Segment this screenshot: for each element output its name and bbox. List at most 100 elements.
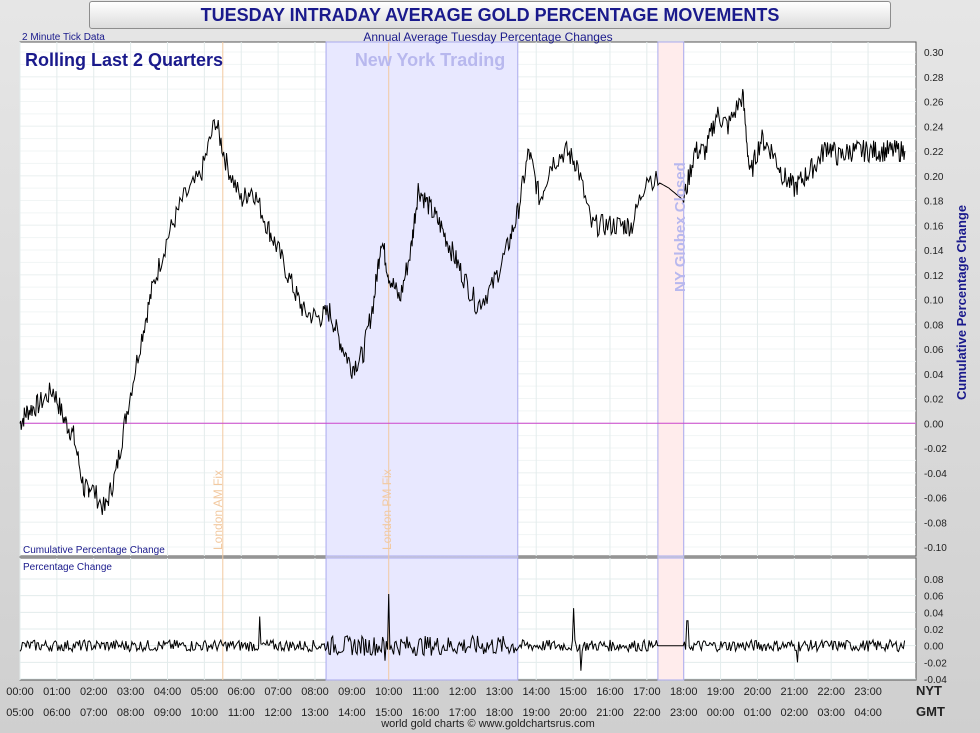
cumulative-line: [19, 89, 906, 515]
tz-bottom: GMT: [916, 704, 945, 719]
session-label: New York Trading: [355, 50, 505, 70]
y-tick-label: -0.06: [924, 494, 947, 505]
x-tick-gmt: 20:00: [559, 707, 587, 719]
x-tick-nyt: 12:00: [449, 686, 477, 698]
y-tick-label-lower: 0.04: [924, 608, 944, 619]
x-tick-gmt: 19:00: [522, 707, 550, 719]
upper-panel-label: Cumulative Percentage Change: [23, 545, 165, 556]
x-tick-gmt: 15:00: [375, 707, 403, 719]
y-tick-label-lower: -0.04: [924, 675, 947, 686]
title-bar: TUESDAY INTRADAY AVERAGE GOLD PERCENTAGE…: [0, 0, 980, 30]
y-tick-label: -0.08: [924, 518, 947, 529]
highlight-bands: [222, 41, 685, 681]
x-tick-gmt: 10:00: [191, 707, 219, 719]
y-tick-label: 0.16: [924, 221, 944, 232]
x-tick-nyt: 08:00: [301, 686, 329, 698]
y-tick-label: 0.30: [924, 48, 944, 59]
x-tick-nyt: 13:00: [486, 686, 514, 698]
y-tick-label: 0.14: [924, 246, 944, 257]
y-tick-label: 0.24: [924, 122, 944, 133]
period-label: Rolling Last 2 Quarters: [25, 50, 223, 70]
x-tick-gmt: 09:00: [154, 707, 182, 719]
y-tick-label-lower: 0.06: [924, 592, 944, 603]
chart-title: TUESDAY INTRADAY AVERAGE GOLD PERCENTAGE…: [89, 1, 891, 29]
x-tick-nyt: 15:00: [559, 686, 587, 698]
y-tick-label-lower: -0.02: [924, 658, 947, 669]
x-tick-gmt: 17:00: [449, 707, 477, 719]
x-tick-nyt: 09:00: [338, 686, 366, 698]
tick-note: 2 Minute Tick Data: [22, 32, 105, 43]
y-tick-label-lower: 0.02: [924, 625, 944, 636]
y-tick-label: 0.04: [924, 370, 944, 381]
y-axis-title: Cumulative Percentage Change: [954, 205, 969, 400]
closed-band: [657, 41, 685, 557]
y-tick-label: 0.02: [924, 395, 944, 406]
x-tick-nyt: 11:00: [412, 686, 439, 698]
y-tick-label: 0.18: [924, 197, 944, 208]
x-tick-gmt: 13:00: [301, 707, 329, 719]
x-tick-nyt: 20:00: [744, 686, 772, 698]
x-tick-gmt: 04:00: [854, 707, 882, 719]
x-tick-gmt: 07:00: [80, 707, 108, 719]
x-tick-gmt: 06:00: [43, 707, 71, 719]
x-tick-nyt: 16:00: [596, 686, 624, 698]
x-tick-gmt: 08:00: [117, 707, 145, 719]
x-tick-nyt: 02:00: [80, 686, 108, 698]
x-tick-nyt: 10:00: [375, 686, 403, 698]
y-tick-label: 0.28: [924, 73, 944, 84]
pm-fix-label: London PM Fix: [380, 469, 394, 550]
y-tick-label: 0.06: [924, 345, 944, 356]
y-tick-label: 0.00: [924, 419, 944, 430]
y-tick-label: -0.10: [924, 543, 947, 554]
y-tick-label: -0.04: [924, 469, 947, 480]
footer: world gold charts © www.goldchartsrus.co…: [380, 718, 595, 730]
x-tick-nyt: 01:00: [43, 686, 71, 698]
x-tick-nyt: 07:00: [264, 686, 292, 698]
y-tick-label: 0.12: [924, 271, 944, 282]
tz-top: NYT: [916, 683, 942, 698]
x-tick-nyt: 04:00: [154, 686, 182, 698]
x-tick-nyt: 14:00: [522, 686, 550, 698]
x-tick-nyt: 18:00: [670, 686, 698, 698]
y-tick-label: 0.20: [924, 172, 944, 183]
y-tick-label: 0.22: [924, 147, 944, 158]
x-tick-nyt: 00:00: [6, 686, 34, 698]
x-tick-gmt: 02:00: [781, 707, 809, 719]
x-tick-nyt: 17:00: [633, 686, 661, 698]
y-tick-label: 0.26: [924, 98, 944, 109]
percentage-change-line: [19, 593, 906, 671]
x-tick-gmt: 23:00: [670, 707, 698, 719]
lower-panel-label: Percentage Change: [23, 562, 112, 573]
x-tick-nyt: 21:00: [781, 686, 809, 698]
y-tick-label: -0.02: [924, 444, 947, 455]
x-tick-nyt: 22:00: [817, 686, 845, 698]
x-tick-nyt: 03:00: [117, 686, 145, 698]
x-tick-gmt: 01:00: [744, 707, 772, 719]
y-tick-label: 0.10: [924, 296, 944, 307]
x-tick-gmt: 14:00: [338, 707, 366, 719]
series-group: [19, 89, 916, 671]
y-tick-label-lower: 0.00: [924, 642, 944, 653]
y-tick-label: 0.08: [924, 320, 944, 331]
session-band: [325, 557, 519, 681]
x-tick-gmt: 18:00: [486, 707, 514, 719]
x-tick-gmt: 00:00: [707, 707, 735, 719]
chart-subtitle: Annual Average Tuesday Percentage Change…: [363, 30, 612, 44]
x-tick-nyt: 19:00: [707, 686, 735, 698]
y-tick-labels: 0.30 0.28 0.26 0.24 0.22 0.20 0.18 0.16 0.14 0.12…: [924, 48, 947, 686]
session-band: [325, 41, 519, 557]
x-tick-gmt: 11:00: [228, 707, 255, 719]
y-tick-label-lower: 0.08: [924, 575, 944, 586]
x-tick-nyt: 06:00: [227, 686, 255, 698]
x-tick-labels: 00:00 05:00 01:00 06:00 02:00 07:00 03:00 08:00…: [6, 686, 882, 719]
x-tick-gmt: 16:00: [412, 707, 440, 719]
x-tick-gmt: 12:00: [264, 707, 292, 719]
x-tick-gmt: 22:00: [633, 707, 661, 719]
x-tick-gmt: 03:00: [817, 707, 845, 719]
am-fix-label: London AM Fix: [211, 470, 225, 550]
closed-band: [657, 557, 685, 681]
x-tick-gmt: 05:00: [6, 707, 34, 719]
x-tick-nyt: 05:00: [191, 686, 219, 698]
